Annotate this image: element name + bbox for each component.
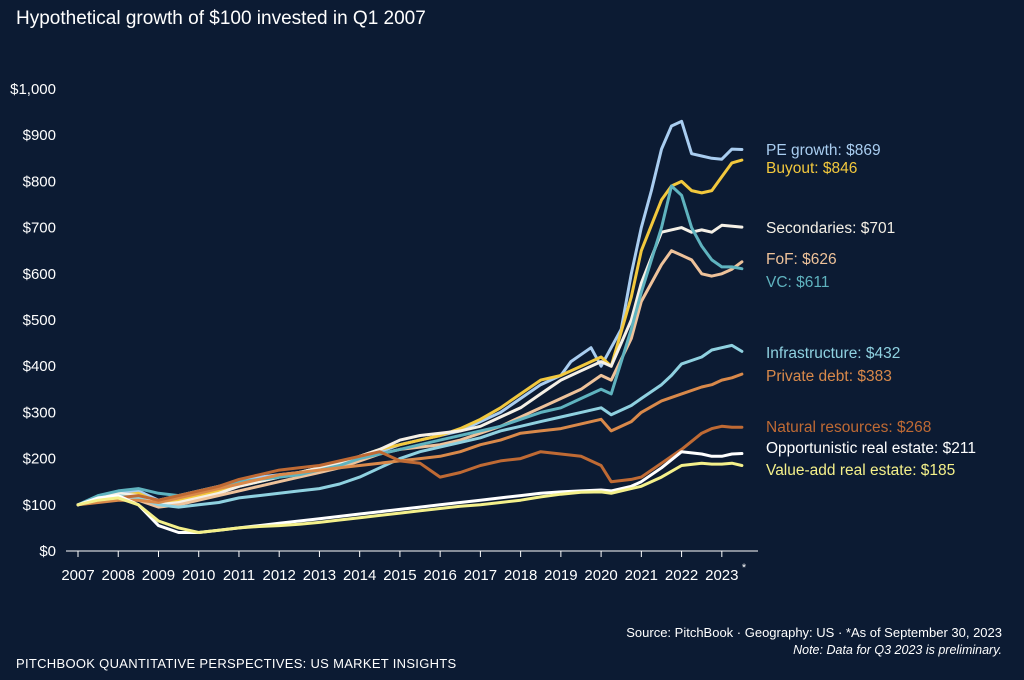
x-tick-label: 2008 <box>102 567 135 584</box>
x-tick-label: 2009 <box>142 567 175 584</box>
x-tick-label: 2012 <box>263 567 296 584</box>
series-line <box>76 249 744 509</box>
x-tick-label: 2020 <box>584 567 617 584</box>
series-line <box>76 461 744 534</box>
y-tick-label: $200 <box>23 451 56 468</box>
x-tick-label: 2007 <box>61 567 94 584</box>
y-tick-label: $900 <box>23 127 56 144</box>
y-tick-label: $0 <box>39 543 56 560</box>
y-tick-label: $500 <box>23 312 56 329</box>
y-tick-label: $300 <box>23 404 56 421</box>
source-note: Source: PitchBook · Geography: US · *As … <box>626 625 1002 640</box>
x-tick-label: 2011 <box>223 567 255 584</box>
series-line <box>76 372 744 507</box>
y-tick-label: $800 <box>23 173 56 190</box>
series-end-label: FoF: $626 <box>766 251 837 268</box>
series-end-label: VC: $611 <box>766 274 829 291</box>
y-axis-ticks: $0 $100 $200 $300 $400 $500 $600 $700 $800 $900 $1… <box>10 81 56 560</box>
y-tick-label: $100 <box>23 497 56 514</box>
x-axis-ticks: 2007 2008 2009 2010 2011 2012 2013 2014 2015 2016… <box>61 551 747 584</box>
data-note: Note: Data for Q3 2023 is preliminary. <box>793 643 1002 657</box>
report-footer: PITCHBOOK QUANTITATIVE PERSPECTIVES: US … <box>16 656 457 671</box>
series-line <box>76 424 744 507</box>
series-end-label: PE growth: $869 <box>766 142 881 159</box>
y-tick-label: $400 <box>23 358 56 375</box>
series-line <box>76 158 744 507</box>
x-tick-label: 2015 <box>383 567 416 584</box>
series-line <box>76 184 744 507</box>
series-end-label: Buyout: $846 <box>766 160 857 177</box>
x-tick-label: 2017 <box>464 567 497 584</box>
series-end-label: Private debt: $383 <box>766 368 892 385</box>
x-tick-label: 2018 <box>504 567 537 584</box>
series-end-label: Secondaries: $701 <box>766 220 895 237</box>
x-tick-label: 2016 <box>423 567 456 584</box>
series-end-label: Value-add real estate: $185 <box>766 462 955 479</box>
series-end-label: Natural resources: $268 <box>766 419 931 436</box>
x-tick-label: 2014 <box>343 567 376 584</box>
chart-title: Hypothetical growth of $100 invested in … <box>16 8 426 29</box>
x-tick-label: 2019 <box>544 567 577 584</box>
series-line <box>76 450 744 534</box>
y-tick-label: $1,000 <box>10 81 56 98</box>
x-tick-label: 2021 <box>625 567 658 584</box>
series-line <box>76 343 744 509</box>
y-tick-label: $700 <box>23 220 56 237</box>
series-end-label: Infrastructure: $432 <box>766 345 900 362</box>
x-tick-label: 2010 <box>182 567 215 584</box>
x-tick-label: 2022 <box>665 567 698 584</box>
x-tick-label: 2023 <box>705 567 738 584</box>
y-tick-label: $600 <box>23 266 56 283</box>
preliminary-asterisk: * <box>742 562 747 574</box>
series-end-label: Opportunistic real estate: $211 <box>766 440 976 457</box>
series-lines <box>76 119 744 534</box>
x-tick-label: 2013 <box>303 567 336 584</box>
